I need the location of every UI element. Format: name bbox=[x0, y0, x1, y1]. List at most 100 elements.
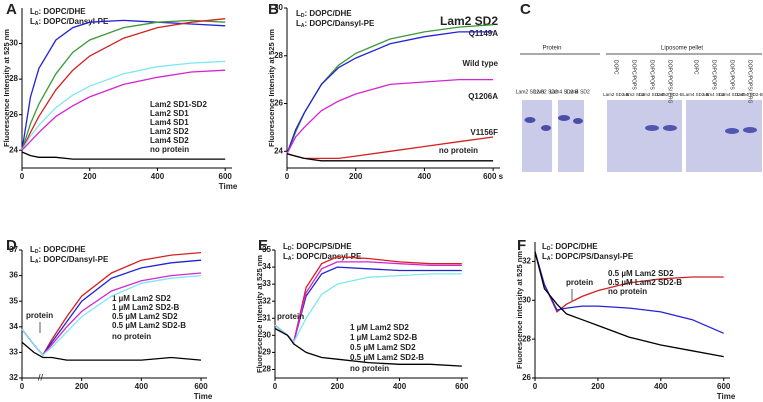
panel-letter: B bbox=[268, 1, 279, 18]
x-axis-label: Time bbox=[717, 392, 736, 401]
x-tick-label: 0 bbox=[285, 172, 290, 181]
header-line: LD: DOPC/DHE bbox=[30, 245, 86, 255]
header-rest: : DOPC/Dansyl-PE bbox=[305, 19, 375, 28]
lane-lipid: DOPC/POPS bbox=[729, 60, 735, 90]
data-line bbox=[21, 151, 226, 160]
lane-label: Lam2 SD2 bbox=[623, 92, 645, 97]
header-line: LD: DOPC/DHE bbox=[30, 7, 86, 17]
lane-label: Lam2 SD2 bbox=[534, 89, 558, 95]
lane-label: Lam4 SD2-B bbox=[550, 89, 579, 95]
x-tick-label: 400 bbox=[151, 172, 165, 181]
data-line bbox=[286, 153, 494, 162]
legend-label: no protein bbox=[150, 145, 189, 154]
header-line: LA: DOPC/Dansyl-PE bbox=[30, 17, 109, 27]
y-tick-label: 28 bbox=[522, 334, 531, 343]
lane-label: Lam2 SD2-B bbox=[603, 92, 629, 97]
gel-band bbox=[558, 115, 570, 121]
lane-lipid: DOPC/POPS/ ERG bbox=[747, 60, 753, 103]
header-rest: : DOPC/Dansyl-PE bbox=[39, 17, 109, 26]
header-sub: A bbox=[35, 259, 39, 265]
gel-band bbox=[524, 117, 536, 123]
gel-image bbox=[522, 100, 552, 172]
lane-label: Lam4 SD2-B bbox=[737, 92, 763, 97]
legend-label: 0.5 µM Lam2 SD2 bbox=[112, 312, 178, 321]
lane-label: Lam2 SD2-B bbox=[639, 92, 665, 97]
lane-lipid: DOPC/POPS/ ERG bbox=[667, 60, 673, 103]
y-tick-label: 26 bbox=[522, 373, 531, 382]
header-line: LD: DOPC/PS/DHE bbox=[283, 242, 352, 252]
y-axis-label: Fluorescence intensity at 525 nm bbox=[515, 251, 524, 369]
gel-image bbox=[686, 100, 762, 172]
legend-label: 0.5 µM Lam2 SD2 bbox=[608, 269, 674, 278]
x-tick-label: 0 bbox=[20, 382, 25, 391]
gel-header: Liposome pellet bbox=[661, 46, 703, 52]
panel-letter: D bbox=[6, 237, 17, 254]
y-tick-label: 29 bbox=[262, 348, 271, 357]
x-tick-label: 600 bbox=[455, 382, 469, 391]
header-main: L bbox=[30, 245, 35, 254]
y-tick-label: 31 bbox=[262, 313, 271, 322]
data-line bbox=[21, 18, 226, 151]
legend-label: Q1206A bbox=[468, 92, 498, 101]
data-line bbox=[534, 251, 724, 358]
data-line bbox=[21, 69, 226, 151]
x-tick-label: 0 bbox=[273, 382, 278, 391]
y-tick-label: 36 bbox=[9, 271, 18, 280]
y-tick-label: 26 bbox=[274, 99, 283, 108]
y-tick-label: 28 bbox=[274, 51, 283, 60]
header-rest: : DOPC/PS/DHE bbox=[292, 242, 353, 251]
legend-label: 0.5 µM Lam2 SD2 bbox=[350, 343, 416, 352]
lane-lipid: DOPC/POPS bbox=[631, 60, 637, 90]
y-tick-label: 34 bbox=[9, 322, 18, 331]
lane-label: Lam4 SD2-B bbox=[683, 92, 709, 97]
x-axis-label: Time bbox=[194, 392, 213, 401]
header-line: LD: DOPC/DHE bbox=[542, 242, 598, 252]
y-tick-label: 24 bbox=[274, 146, 283, 155]
y-tick-label: 30 bbox=[274, 3, 283, 12]
legend-label: 0.5 µM Lam2 SD2-B bbox=[608, 278, 682, 287]
header-main: L bbox=[30, 255, 35, 264]
legend-label: Q1149A bbox=[469, 29, 499, 38]
header-line: LA: DOPC/Dansyl-PE bbox=[30, 255, 109, 265]
legend-label: Lam2 SD1-SD2 bbox=[150, 100, 207, 109]
header-main: L bbox=[283, 252, 288, 261]
header-sub: D bbox=[547, 246, 551, 252]
gel-band bbox=[573, 118, 583, 124]
x-tick-label: 600 bbox=[194, 382, 208, 391]
lane-lipid: DOPC bbox=[613, 60, 619, 75]
x-tick-label: 400 bbox=[393, 382, 407, 391]
legend-label: Lam4 SD1 bbox=[150, 118, 189, 127]
gel-band bbox=[663, 125, 677, 131]
header-line: LA: DOPC/PS/Dansyl-PE bbox=[542, 252, 634, 262]
header-sub: A bbox=[301, 23, 305, 29]
annotation: protein bbox=[26, 311, 53, 320]
legend-label: 1 µM Lam2 SD2 bbox=[112, 294, 171, 303]
header-line: LA: DOPC/Dansyl-PE bbox=[296, 19, 375, 29]
lane-lipid: DOPC bbox=[693, 60, 699, 75]
gel-image bbox=[558, 100, 584, 172]
legend-label: 0.5 µM Lam2 SD2-B bbox=[112, 321, 186, 330]
legend-label: no protein bbox=[112, 332, 151, 341]
lane-label: Lam4 SD2 bbox=[566, 89, 590, 95]
y-tick-label: 32 bbox=[262, 296, 271, 305]
y-tick-label: 30 bbox=[522, 295, 531, 304]
x-tick-label: 400 bbox=[135, 382, 149, 391]
lane-label: Lam2 SD2-B bbox=[516, 89, 545, 95]
header-sub: D bbox=[35, 249, 39, 255]
header-main: L bbox=[542, 242, 547, 251]
header-main: L bbox=[296, 19, 301, 28]
lane-label: Lam4 SD2-B bbox=[719, 92, 745, 97]
y-axis-label: Fluorescence Intensity at 525 nm bbox=[255, 255, 264, 373]
header-line: LA: DOPC/Dansyl-PE bbox=[283, 252, 362, 262]
data-line bbox=[21, 19, 226, 151]
x-tick-label: 200 bbox=[349, 172, 363, 181]
data-line bbox=[286, 31, 494, 154]
axis-break: // bbox=[38, 372, 44, 382]
x-tick-label: 600 bbox=[219, 172, 233, 181]
y-tick-label: 32 bbox=[522, 257, 531, 266]
header-sub: A bbox=[35, 21, 39, 27]
lane-lipid: DOPC/POPS bbox=[711, 60, 717, 90]
legend-label: Lam2 SD1 bbox=[150, 109, 189, 118]
x-tick-label: 400 bbox=[418, 172, 432, 181]
